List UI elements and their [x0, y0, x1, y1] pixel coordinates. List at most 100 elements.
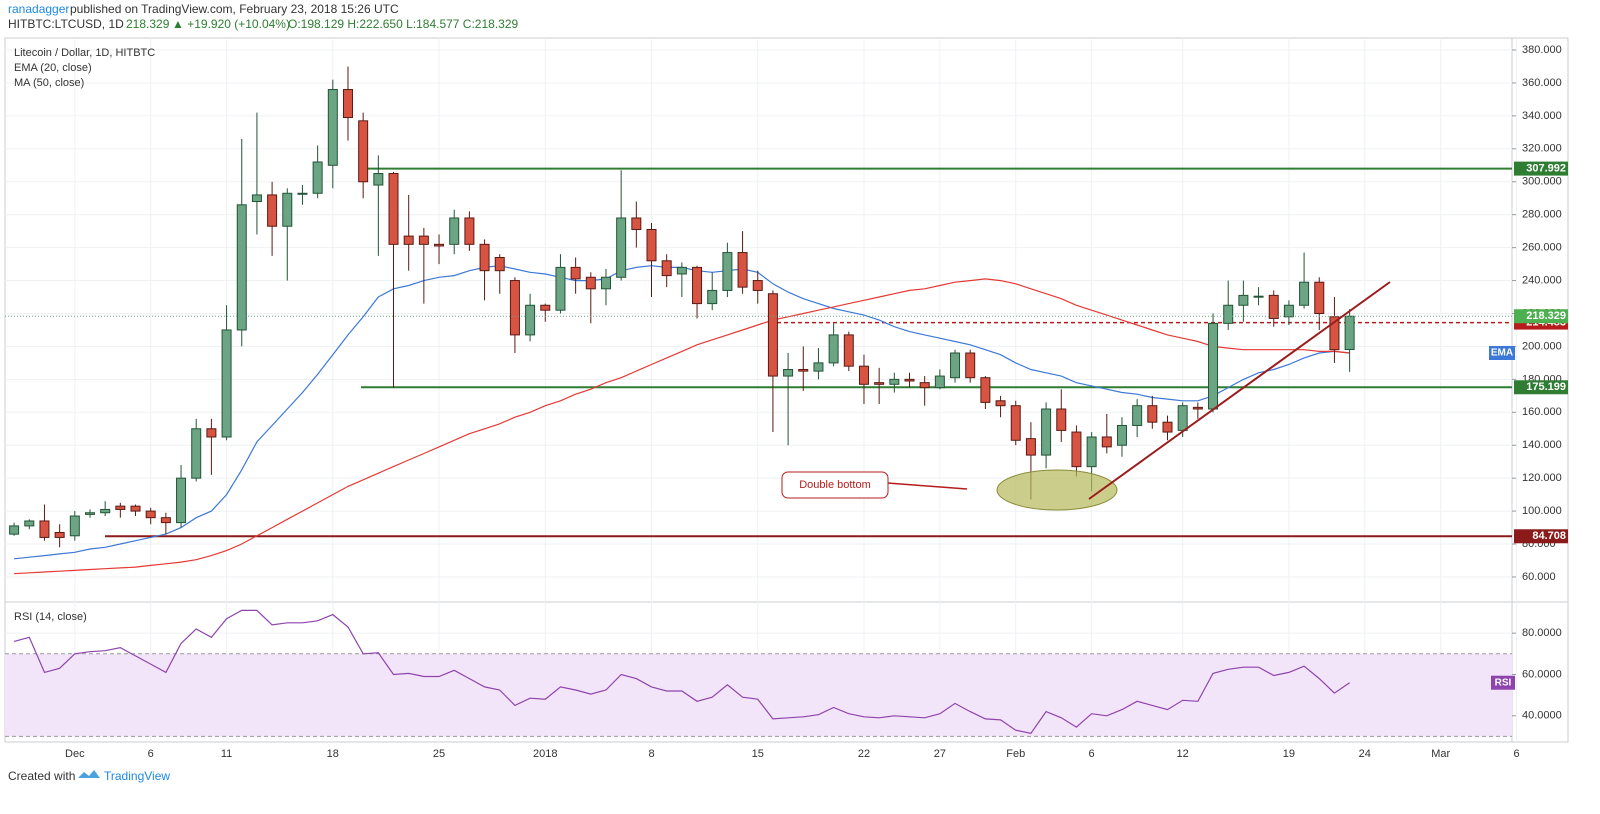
- candle-body: [889, 378, 900, 385]
- candle-body: [1132, 405, 1143, 426]
- y-tick-label: 320.000: [1522, 143, 1562, 155]
- candle-body: [1162, 421, 1173, 433]
- y-tick-label: 40.0000: [1522, 710, 1562, 722]
- y-tick-label: 160.000: [1522, 406, 1562, 418]
- candle-body: [267, 194, 278, 227]
- rsi-title: RSI (14, close): [14, 611, 87, 623]
- candle-body: [1101, 436, 1112, 448]
- x-tick-label: Dec: [65, 748, 85, 760]
- candle-body: [69, 515, 80, 537]
- candle-body: [1056, 408, 1067, 431]
- y-tick-label: 280.000: [1522, 209, 1562, 221]
- rsi-badge-label: RSI: [1495, 677, 1512, 688]
- candle-body: [449, 217, 460, 245]
- level-badge: [1514, 161, 1568, 176]
- x-tick-label: 6: [1513, 748, 1519, 760]
- candle-body: [191, 428, 202, 479]
- candle-body: [130, 505, 141, 512]
- change: ▲ +19.920 (+10.04%): [172, 17, 290, 31]
- candle-body: [373, 173, 384, 186]
- candle-body: [206, 428, 217, 438]
- candle-body: [1314, 281, 1325, 314]
- candle-body: [1192, 406, 1203, 410]
- candle-body: [464, 217, 475, 245]
- last-price-badge: [1514, 309, 1568, 324]
- candle-body: [403, 235, 414, 245]
- candle-body: [1238, 294, 1249, 306]
- level-badge: [1514, 529, 1568, 544]
- y-tick-label: 60.0000: [1522, 668, 1562, 680]
- x-tick-label: 8: [648, 748, 654, 760]
- candle-body: [1025, 438, 1036, 456]
- y-tick-label: 120.000: [1522, 472, 1562, 484]
- candle-body: [525, 304, 536, 336]
- candle-body: [874, 382, 885, 385]
- x-tick-label: 6: [148, 748, 154, 760]
- candle-body: [858, 365, 869, 385]
- candle-body: [1116, 424, 1127, 446]
- candle-body: [418, 235, 429, 245]
- candle-body: [24, 520, 35, 527]
- candle-body: [342, 89, 353, 119]
- candle-body: [616, 217, 627, 278]
- candle-body: [509, 280, 520, 336]
- indicator-badge: [1489, 346, 1515, 361]
- candle-body: [251, 194, 262, 203]
- x-tick-label: Feb: [1006, 748, 1025, 760]
- callout-arrow: [887, 482, 968, 490]
- candle-body: [327, 89, 338, 166]
- highlight-ellipse: [996, 469, 1118, 511]
- candle-body: [692, 266, 703, 305]
- candle-body: [843, 334, 854, 367]
- candle-body: [1223, 304, 1234, 324]
- y-tick-label: 60.000: [1522, 571, 1556, 583]
- x-tick-label: 25: [433, 748, 445, 760]
- candle-body: [1268, 294, 1279, 319]
- published: published on TradingView.com, February 2…: [70, 2, 399, 16]
- x-tick-label: 27: [934, 748, 946, 760]
- author[interactable]: ranadagger: [8, 2, 69, 16]
- brand[interactable]: TradingView: [104, 769, 170, 783]
- price: 218.329: [126, 17, 170, 31]
- candle-body: [115, 505, 126, 510]
- level-label: 175.199: [1526, 381, 1566, 393]
- candle-body: [737, 252, 748, 288]
- candle-body: [1283, 304, 1294, 318]
- y-tick-label: 340.000: [1522, 110, 1562, 122]
- candle-body: [661, 260, 672, 277]
- rsi-line: [13, 609, 1350, 734]
- candle-body: [1329, 316, 1340, 351]
- plot: Dec 6 11 18 25 2018 8 15 22 27 Feb 6 12 19 24 Mar 6 60.00…: [5, 38, 1568, 760]
- candle-body: [965, 352, 976, 379]
- x-tick-label: 18: [327, 748, 339, 760]
- x-tick-label: 15: [752, 748, 764, 760]
- candle-body: [919, 382, 930, 389]
- candle-body: [798, 368, 809, 372]
- x-tick-label: 12: [1177, 748, 1189, 760]
- candle-body: [752, 280, 763, 291]
- indicator-badge-label: EMA: [1491, 348, 1513, 359]
- x-tick-label: 19: [1283, 748, 1295, 760]
- x-tick-label: 22: [858, 748, 870, 760]
- candle-body: [236, 204, 247, 331]
- candle-body: [388, 173, 399, 245]
- candle-body: [358, 120, 369, 183]
- x-tick-label: 11: [221, 748, 232, 760]
- footer-text: Created with: [8, 769, 75, 783]
- candle-body: [980, 377, 991, 403]
- candle-body: [434, 243, 445, 247]
- candle-body: [1010, 405, 1021, 441]
- y-tick-label: 260.000: [1522, 242, 1562, 254]
- rsi-band: [5, 653, 1512, 737]
- candle-body: [783, 368, 794, 377]
- candle-body: [828, 334, 839, 364]
- candle-body: [1086, 436, 1097, 468]
- candle-body: [1041, 408, 1052, 456]
- candle-body: [540, 304, 551, 311]
- y-tick-label: 140.000: [1522, 439, 1562, 451]
- x-tick-label: 24: [1359, 748, 1371, 760]
- candle-body: [9, 525, 20, 535]
- candle-body: [54, 531, 65, 538]
